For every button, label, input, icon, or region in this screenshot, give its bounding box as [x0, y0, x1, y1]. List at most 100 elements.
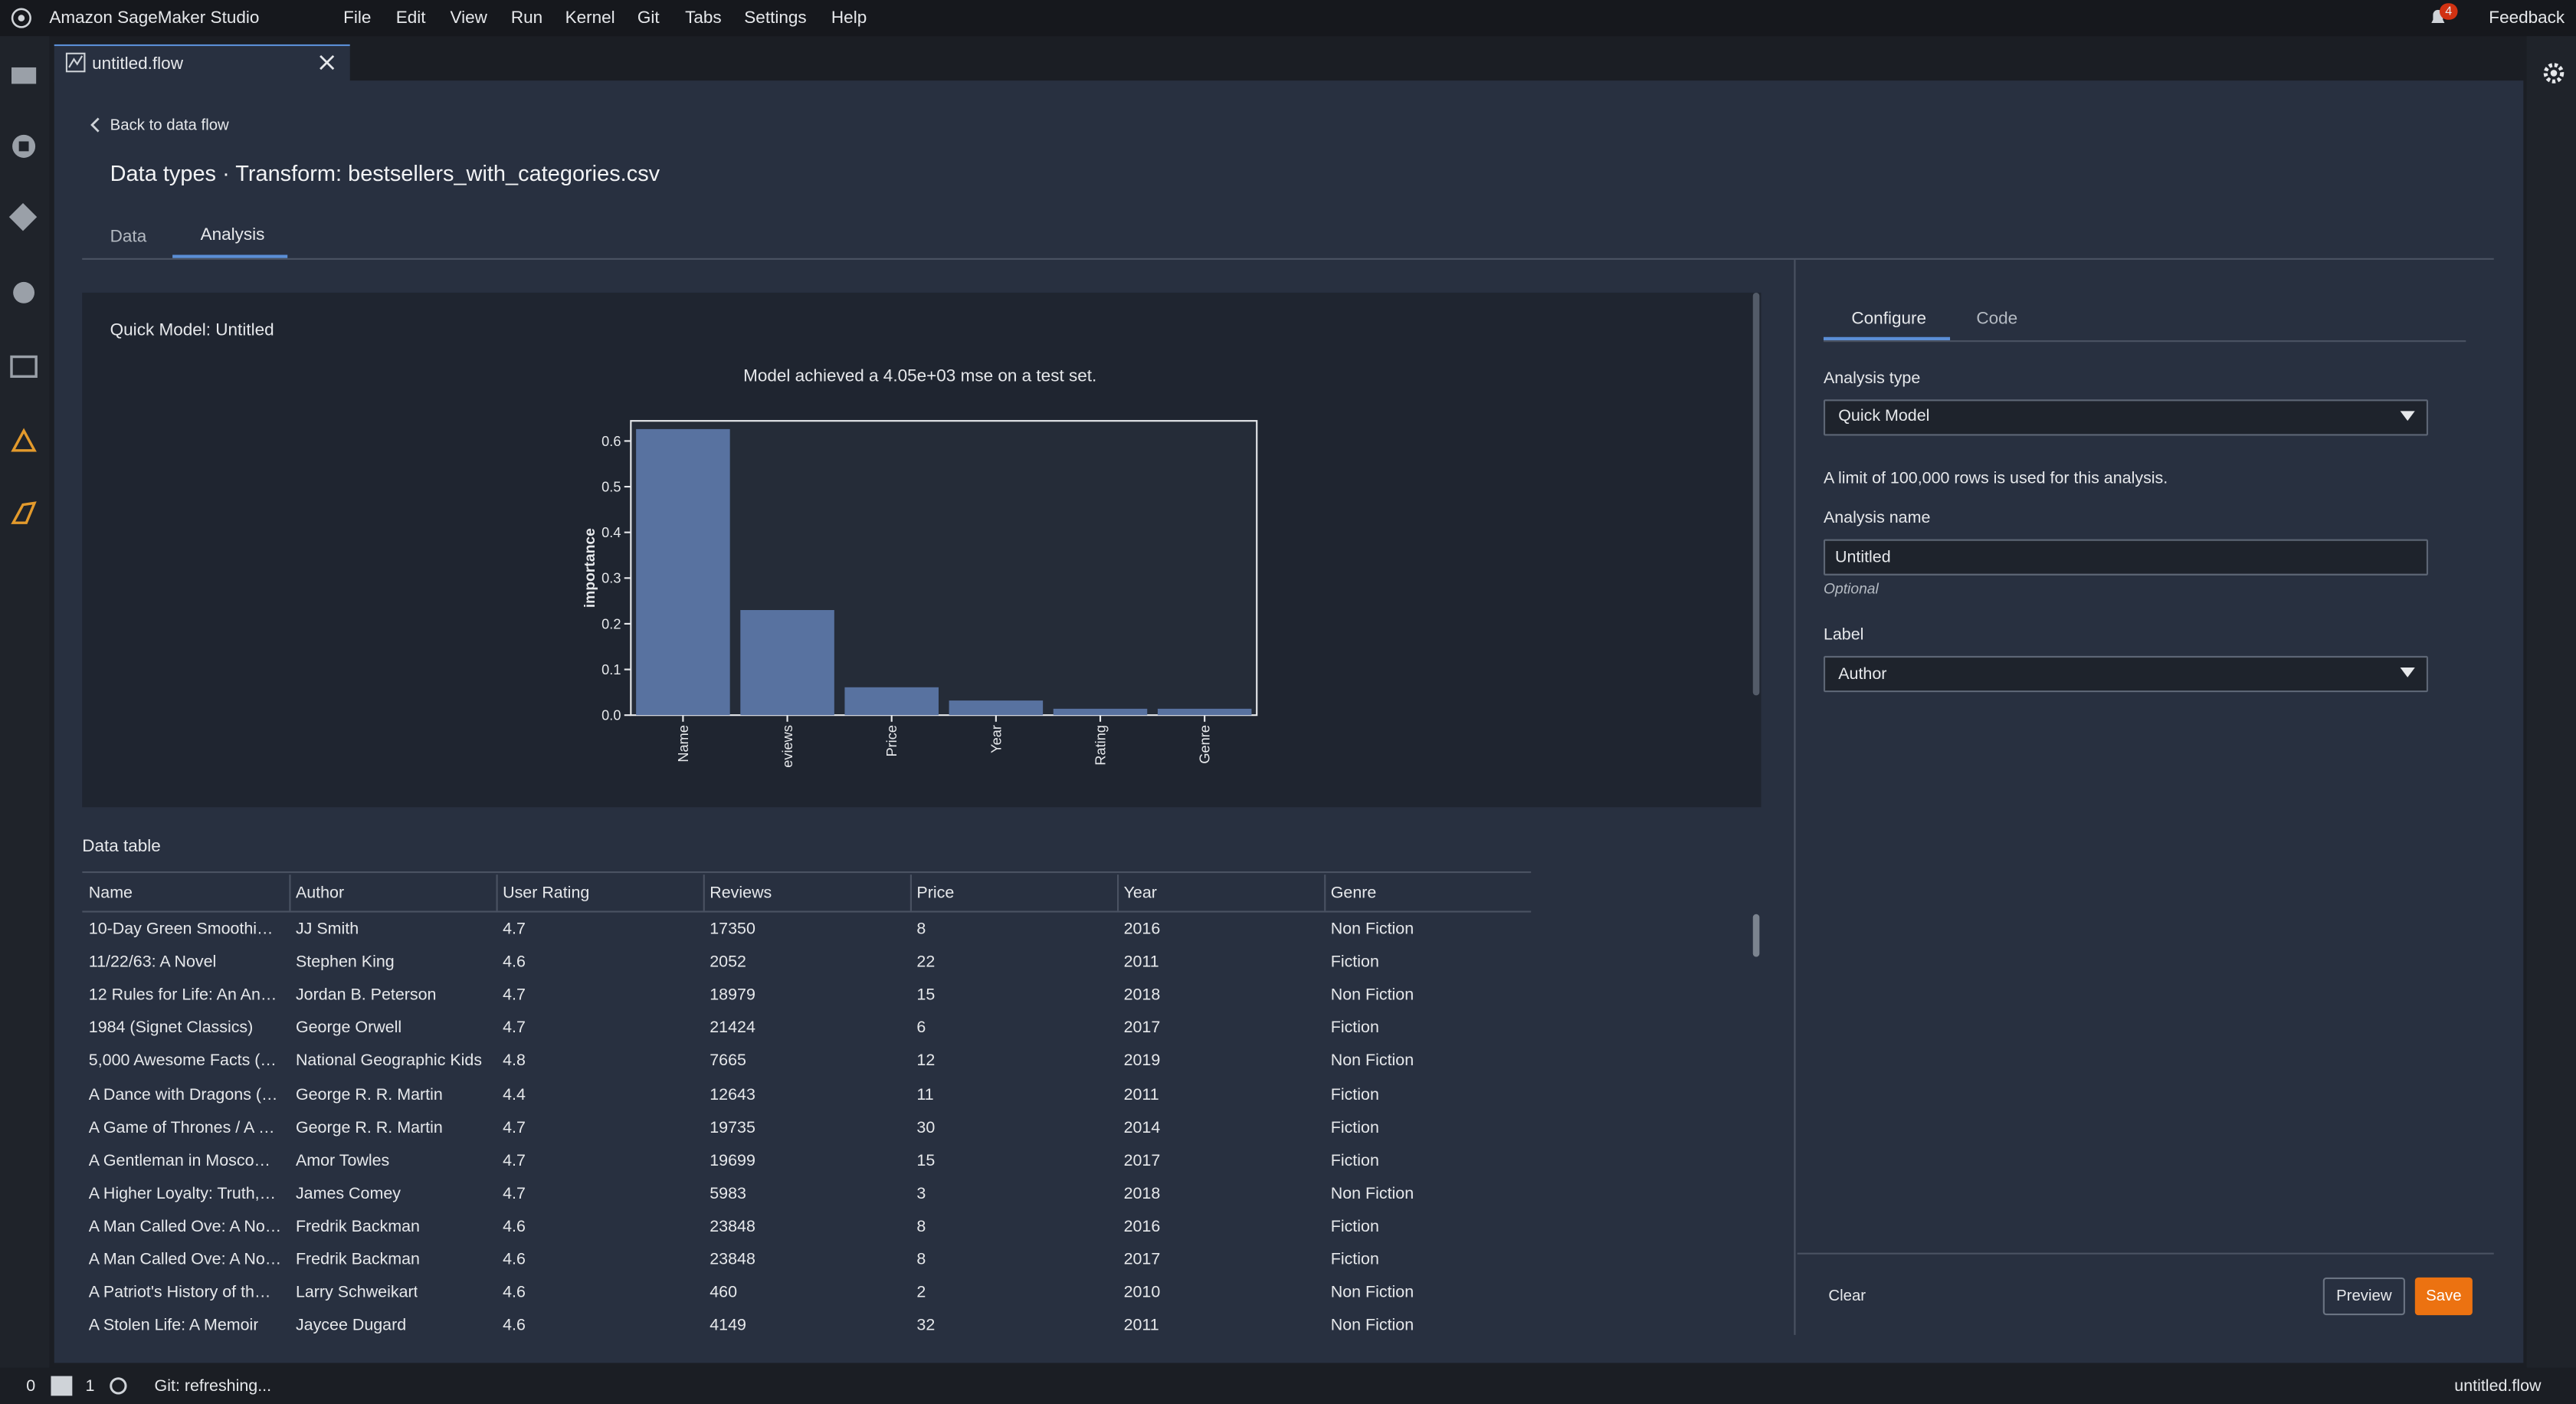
table-cell: 2017 — [1123, 1019, 1161, 1038]
table-cell: 7665 — [710, 1052, 746, 1071]
table-cell: James Comey — [295, 1185, 401, 1203]
table-cell: A Higher Loyalty: Truth,… — [88, 1185, 277, 1203]
active-tab-indicator — [172, 254, 288, 258]
clear-button[interactable]: Clear — [1828, 1287, 1866, 1306]
table-cell: 12 Rules for Life: An An… — [88, 986, 277, 1005]
x-tick-label: Price — [884, 725, 900, 757]
table-cell: 2011 — [1123, 1085, 1159, 1104]
menu-item[interactable]: Edit — [395, 8, 426, 28]
table-cell: 2019 — [1123, 1052, 1161, 1071]
table-cell: 23848 — [710, 1218, 755, 1236]
status-count: 1 — [85, 1377, 95, 1396]
table-cell: 6 — [916, 1019, 926, 1038]
table-cell: Non Fiction — [1330, 1284, 1414, 1303]
table-cell: A Dance with Dragons (… — [88, 1085, 278, 1104]
column-header[interactable]: Author — [295, 884, 345, 903]
column-header[interactable]: Reviews — [710, 884, 772, 903]
table-cell: Fiction — [1330, 1119, 1379, 1137]
configure-tab[interactable]: Configure — [1851, 309, 1927, 330]
column-header[interactable]: User Rating — [503, 884, 590, 903]
table-cell: 2011 — [1123, 953, 1159, 973]
table-cell: JJ Smith — [295, 920, 359, 939]
table-cell: 12 — [916, 1052, 936, 1071]
data-table: Name Author User Rating Reviews Price Year Gen… — [82, 871, 1532, 1335]
y-tick-label: 0.5 — [601, 479, 621, 494]
document-tab[interactable] — [54, 44, 350, 83]
table-cell: 11/22/63: A Novel — [88, 953, 217, 973]
table-cell: 5,000 Awesome Facts (… — [88, 1052, 277, 1071]
table-cell: 4.6 — [503, 1284, 526, 1303]
table-cell: 4.7 — [503, 1119, 526, 1137]
menu-item[interactable]: Run — [510, 8, 543, 28]
column-header[interactable]: Name — [88, 884, 133, 903]
x-tick-label: eviews — [780, 725, 795, 768]
table-cell: Fiction — [1330, 1152, 1379, 1170]
bar — [740, 610, 834, 716]
table-cell: Fiction — [1330, 1218, 1379, 1236]
analysis-tab[interactable]: Analysis — [200, 225, 265, 245]
close-tab-icon[interactable] — [319, 54, 335, 71]
app-title: Amazon SageMaker Studio — [49, 8, 260, 28]
menu-item[interactable]: Kernel — [565, 8, 615, 28]
left-sidebar — [0, 36, 50, 1368]
back-link[interactable]: Back to data flow — [110, 116, 229, 135]
menu-item[interactable]: File — [343, 8, 372, 28]
label-select[interactable] — [1823, 655, 2428, 693]
table-cell: 4149 — [710, 1317, 746, 1335]
table-cell: Jaycee Dugard — [295, 1317, 407, 1335]
table-scrollbar[interactable] — [1752, 914, 1760, 957]
table-cell: 4.6 — [503, 953, 526, 973]
table-cell: Non Fiction — [1330, 920, 1414, 939]
table-cell: George R. R. Martin — [295, 1119, 443, 1137]
table-cell: 4.6 — [503, 1317, 526, 1335]
label-label: Label — [1823, 626, 1864, 645]
menu-item[interactable]: Settings — [744, 8, 807, 28]
table-cell: A Gentleman in Mosco… — [88, 1152, 270, 1170]
data-tab[interactable]: Data — [110, 227, 147, 247]
column-header[interactable]: Year — [1123, 884, 1157, 903]
dropdown-arrow — [2400, 667, 2415, 677]
footer-divider — [1797, 1252, 2494, 1255]
save-button[interactable]: Save — [2414, 1277, 2473, 1316]
table-cell: 2017 — [1123, 1251, 1161, 1270]
header-border — [82, 871, 1532, 874]
table-cell: 8 — [916, 1218, 926, 1236]
menu-item[interactable]: Help — [831, 8, 867, 28]
table-cell: 12643 — [710, 1085, 755, 1104]
analysis-type-select[interactable] — [1823, 399, 2428, 436]
code-tab[interactable]: Code — [1976, 309, 2018, 330]
column-header[interactable]: Price — [916, 884, 955, 903]
chart-scrollbar[interactable] — [1752, 292, 1760, 696]
preview-button[interactable]: Preview — [2322, 1277, 2405, 1316]
table-cell: 4.7 — [503, 1019, 526, 1038]
page-title: Data types · Transform: bestsellers_with… — [110, 161, 660, 186]
chart-title: Quick Model: Untitled — [110, 320, 274, 341]
analysis-name-input[interactable] — [1823, 539, 2428, 576]
table-cell: George Orwell — [295, 1019, 402, 1038]
back-chevron[interactable] — [89, 116, 102, 133]
table-cell: Stephen King — [295, 953, 395, 973]
menu-item[interactable]: View — [450, 8, 487, 28]
table-cell: George R. R. Martin — [295, 1085, 443, 1104]
tab-divider — [82, 258, 2494, 260]
column-header[interactable]: Genre — [1330, 884, 1377, 903]
experiments-icon[interactable] — [11, 501, 37, 524]
table-cell: 4.4 — [503, 1085, 526, 1104]
folder-icon[interactable] — [11, 67, 37, 84]
table-cell: 19735 — [710, 1119, 755, 1137]
settings-icon[interactable] — [2542, 61, 2566, 85]
data-wrangler-icon[interactable] — [11, 428, 37, 452]
menu-item[interactable]: Git — [637, 8, 660, 28]
palette-icon[interactable] — [13, 281, 35, 303]
git-icon[interactable] — [8, 202, 38, 231]
y-axis-label: importance — [582, 528, 598, 608]
kernel-icon — [110, 1377, 127, 1395]
table-cell: Fredrik Backman — [295, 1218, 420, 1236]
menu-item[interactable]: Tabs — [685, 8, 722, 28]
tabs-icon[interactable] — [10, 355, 38, 378]
feedback-link[interactable]: Feedback — [2489, 8, 2565, 28]
flow-icon — [65, 52, 86, 73]
table-cell: National Geographic Kids — [295, 1052, 483, 1071]
table-cell: 2016 — [1123, 920, 1161, 939]
table-cell: 4.7 — [503, 986, 526, 1005]
